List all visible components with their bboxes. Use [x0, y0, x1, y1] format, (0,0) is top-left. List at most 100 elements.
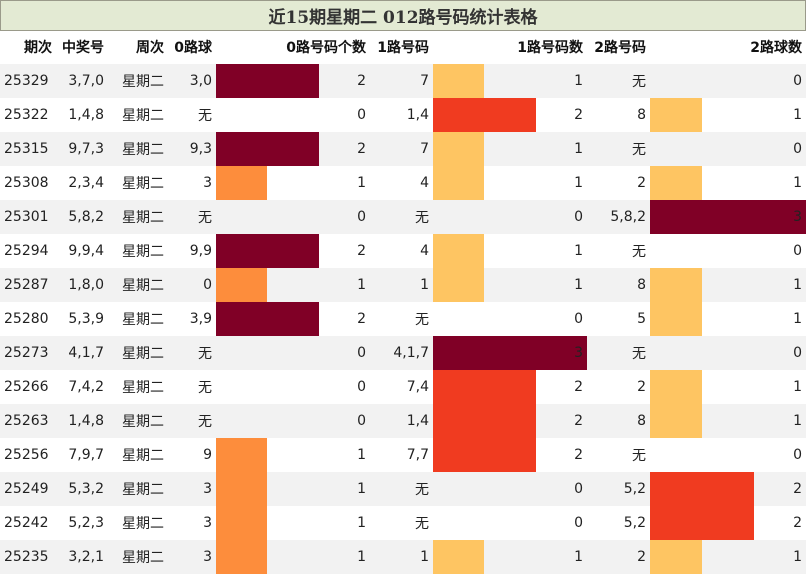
- cell-route1-count: 3: [433, 336, 587, 370]
- count-value: 1: [793, 413, 802, 429]
- cell-route0: 3: [168, 472, 216, 506]
- cell-route2-count: 0: [650, 234, 806, 268]
- cell-number: 9,7,3: [56, 132, 108, 166]
- cell-route1: 1: [370, 268, 433, 302]
- table-row: 25315 9,7,3 星期二 9,3 2 7 1 无 0: [0, 132, 806, 166]
- cell-route2-count: 1: [650, 370, 806, 404]
- table-row: 25301 5,8,2 星期二无 0 无 0 5,8,2 3: [0, 200, 806, 234]
- table-row: 25273 4,1,7 星期二无 0 4,1,7 3 无 0: [0, 336, 806, 370]
- cell-route0: 9: [203, 447, 212, 463]
- cell-weekday: 星期二: [122, 448, 164, 464]
- cell-route1-count: 1: [433, 132, 587, 166]
- cell-issue: 25329: [0, 64, 56, 98]
- cell-route2: 无: [587, 336, 650, 370]
- header-weekday: 周次: [136, 40, 164, 56]
- cell-route1-count: 0: [433, 302, 587, 336]
- cell-route2: 无: [587, 64, 650, 98]
- cell-number: 5,3,9: [68, 311, 104, 327]
- cell-route0: 无: [198, 380, 212, 396]
- cell-issue: 25256: [4, 447, 49, 463]
- cell-route0-count: 1: [216, 438, 370, 472]
- count-value: 1: [574, 277, 583, 293]
- cell-route2-count: 3: [650, 200, 806, 234]
- cell-route0: 无: [168, 200, 216, 234]
- count-value: 3: [574, 345, 583, 361]
- cell-route0-count: 0: [216, 336, 370, 370]
- table-row: 25235 3,2,1 星期二 3 1 1 1 2 1: [0, 540, 806, 574]
- count-value: 0: [357, 209, 366, 225]
- count-bar: [433, 132, 485, 166]
- header-number: 中奖号: [62, 40, 104, 56]
- count-value: 0: [793, 73, 802, 89]
- cell-route1: 1,4: [406, 107, 429, 123]
- cell-weekday: 星期二: [122, 380, 164, 396]
- cell-route2: 5,8,2: [587, 200, 650, 234]
- cell-route1: 无: [415, 312, 429, 328]
- count-value: 1: [357, 447, 366, 463]
- table-row: 25266 7,4,2 星期二 无 0 7,4 2 2 1: [0, 370, 806, 404]
- cell-route2-count: 2: [650, 472, 806, 506]
- cell-route0-count: 1: [216, 268, 370, 302]
- count-bar: [650, 370, 702, 404]
- cell-route0-count: 1: [216, 472, 370, 506]
- table-row: 25287 1,8,0 星期二 0 1 1 1 8 1: [0, 268, 806, 302]
- cell-issue: 25242: [4, 515, 49, 531]
- cell-route2: 5,2: [623, 515, 646, 531]
- cell-weekday: 星期二: [108, 64, 168, 98]
- cell-route2-count: 1: [650, 166, 806, 200]
- cell-route1: 无: [415, 516, 429, 532]
- cell-route0: 9,3: [168, 132, 216, 166]
- table-row: 25308 2,3,4 星期二 3 1 4 1 2 1: [0, 166, 806, 200]
- cell-route1: 4: [420, 175, 429, 191]
- count-value: 1: [793, 277, 802, 293]
- cell-route0-count: 0: [216, 404, 370, 438]
- cell-route2-count: 1: [650, 540, 806, 574]
- count-bar: [216, 472, 268, 506]
- cell-weekday: 星期二: [122, 244, 164, 260]
- table-body: 25329 3,7,0 星期二 3,0 2 7 1 无 0 25322 1,4,8 星期二无 0 1,4 2…: [0, 64, 806, 574]
- header-route1: 1路号码: [377, 40, 429, 56]
- cell-number: 2,3,4: [68, 175, 104, 191]
- header-route0-count: 0路号码个数: [286, 40, 366, 56]
- cell-route0-count: 2: [216, 302, 370, 336]
- table-row: 25242 5,2,3 星期二 3 1 无 0 5,2 2: [0, 506, 806, 540]
- count-bar: [650, 200, 806, 234]
- header-route2: 2路号码: [594, 40, 646, 56]
- cell-route2: 5,2: [587, 472, 650, 506]
- cell-route2: 5: [637, 311, 646, 327]
- cell-weekday: 星期二: [122, 312, 164, 328]
- cell-route0-count: 2: [216, 64, 370, 98]
- count-bar: [433, 438, 536, 472]
- cell-weekday: 星期二: [108, 472, 168, 506]
- count-value: 1: [793, 175, 802, 191]
- cell-weekday: 星期二: [108, 404, 168, 438]
- count-bar: [216, 268, 268, 302]
- cell-issue: 25263: [0, 404, 56, 438]
- cell-route1-count: 2: [433, 370, 587, 404]
- cell-route0-count: 1: [216, 540, 370, 574]
- count-value: 1: [574, 141, 583, 157]
- count-bar: [216, 438, 268, 472]
- stats-table: 期次 中奖号 周次 0路球 0路号码个数 1路号码 1路号码数 2路号码 2路球…: [0, 30, 806, 574]
- header-route1-count: 1路号码数: [517, 40, 583, 56]
- cell-issue: 25280: [4, 311, 49, 327]
- table-row: 25329 3,7,0 星期二 3,0 2 7 1 无 0: [0, 64, 806, 98]
- count-value: 0: [357, 413, 366, 429]
- cell-weekday: 星期二: [108, 200, 168, 234]
- cell-route0: 3,9: [189, 311, 212, 327]
- cell-weekday: 星期二: [108, 336, 168, 370]
- cell-weekday: 星期二: [122, 108, 164, 124]
- count-value: 1: [357, 549, 366, 565]
- cell-route1: 7: [370, 132, 433, 166]
- header-row: 期次 中奖号 周次 0路球 0路号码个数 1路号码 1路号码数 2路号码 2路球…: [0, 30, 806, 64]
- cell-route0: 3,0: [168, 64, 216, 98]
- cell-weekday: 星期二: [108, 132, 168, 166]
- cell-number: 3,2,1: [56, 540, 108, 574]
- count-value: 2: [357, 311, 366, 327]
- count-bar: [216, 506, 268, 540]
- count-bar: [433, 268, 485, 302]
- table-row: 25249 5,3,2 星期二 3 1 无 0 5,2 2: [0, 472, 806, 506]
- cell-route2: 2: [637, 379, 646, 395]
- cell-route1-count: 1: [433, 540, 587, 574]
- count-bar: [216, 132, 319, 166]
